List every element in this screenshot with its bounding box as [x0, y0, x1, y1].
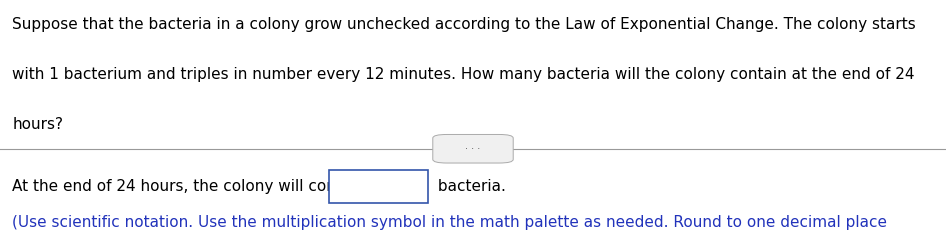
Text: At the end of 24 hours, the colony will contain: At the end of 24 hours, the colony will …	[12, 179, 370, 194]
Text: hours?: hours?	[12, 117, 63, 132]
Text: bacteria.: bacteria.	[433, 179, 506, 194]
Text: with 1 bacterium and triples in number every 12 minutes. How many bacteria will : with 1 bacterium and triples in number e…	[12, 67, 915, 82]
Text: · · ·: · · ·	[465, 144, 481, 154]
FancyBboxPatch shape	[329, 170, 429, 203]
FancyBboxPatch shape	[432, 134, 513, 163]
Text: Suppose that the bacteria in a colony grow unchecked according to the Law of Exp: Suppose that the bacteria in a colony gr…	[12, 17, 916, 32]
Text: (Use scientific notation. Use the multiplication symbol in the math palette as n: (Use scientific notation. Use the multip…	[12, 215, 887, 230]
